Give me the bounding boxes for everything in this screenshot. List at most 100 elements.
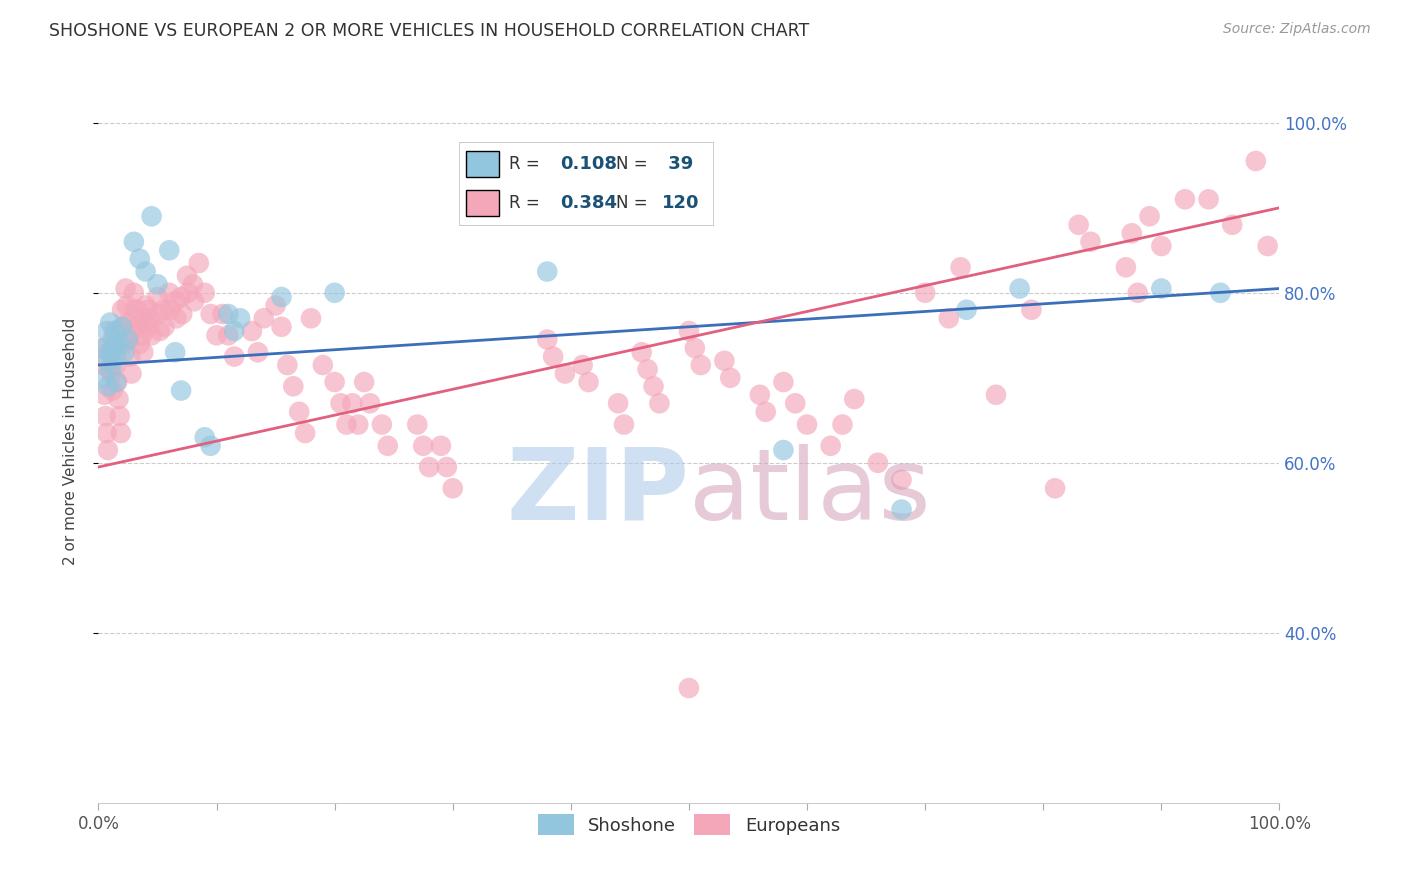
Point bbox=[122, 285, 145, 300]
Point bbox=[643, 379, 665, 393]
Point bbox=[914, 285, 936, 300]
Point bbox=[347, 417, 370, 432]
Point bbox=[678, 681, 700, 695]
Point bbox=[125, 319, 148, 334]
Point bbox=[159, 302, 181, 317]
Point bbox=[294, 425, 316, 440]
Point bbox=[139, 311, 162, 326]
Point bbox=[224, 324, 246, 338]
Point bbox=[114, 281, 136, 295]
Point bbox=[128, 319, 150, 334]
Point bbox=[152, 302, 174, 317]
Point bbox=[121, 367, 143, 381]
Point bbox=[111, 302, 134, 317]
Point bbox=[1043, 481, 1066, 495]
Point bbox=[541, 350, 564, 364]
Point bbox=[105, 324, 128, 338]
Point bbox=[430, 439, 453, 453]
Point bbox=[96, 324, 118, 338]
Point bbox=[613, 417, 636, 432]
Point bbox=[105, 375, 128, 389]
Point bbox=[117, 333, 139, 347]
Point bbox=[136, 302, 159, 317]
Point bbox=[938, 311, 960, 326]
Point bbox=[536, 264, 558, 278]
Point bbox=[377, 439, 399, 453]
Point bbox=[406, 417, 429, 432]
Point bbox=[170, 290, 193, 304]
Point bbox=[844, 392, 866, 406]
Point bbox=[97, 353, 120, 368]
Point bbox=[101, 384, 124, 398]
Point bbox=[93, 341, 115, 355]
Point bbox=[187, 256, 209, 270]
Point bbox=[288, 405, 311, 419]
Point bbox=[412, 439, 434, 453]
Point bbox=[1115, 260, 1137, 275]
Point bbox=[1209, 285, 1232, 300]
Point bbox=[205, 328, 228, 343]
Point bbox=[146, 290, 169, 304]
Point bbox=[103, 341, 125, 355]
Point bbox=[124, 302, 146, 317]
Point bbox=[172, 307, 194, 321]
Point bbox=[607, 396, 630, 410]
Point bbox=[138, 319, 160, 334]
Point bbox=[253, 311, 276, 326]
Point bbox=[200, 307, 222, 321]
Point bbox=[170, 384, 193, 398]
Text: atlas: atlas bbox=[689, 443, 931, 541]
Point bbox=[955, 302, 977, 317]
Point bbox=[194, 430, 217, 444]
Point bbox=[246, 345, 269, 359]
Point bbox=[146, 277, 169, 292]
Point bbox=[270, 319, 292, 334]
Point bbox=[112, 336, 135, 351]
Point bbox=[157, 244, 180, 258]
Point bbox=[141, 328, 163, 343]
Point bbox=[141, 209, 163, 223]
Point bbox=[796, 417, 818, 432]
Point bbox=[1220, 218, 1243, 232]
Point bbox=[359, 396, 381, 410]
Point bbox=[112, 345, 135, 359]
Point bbox=[98, 345, 121, 359]
Point bbox=[1126, 285, 1149, 300]
Point bbox=[112, 319, 135, 334]
Point bbox=[1008, 281, 1031, 295]
Point bbox=[93, 371, 115, 385]
Point bbox=[165, 311, 187, 326]
Point bbox=[353, 375, 375, 389]
Point bbox=[105, 350, 128, 364]
Point bbox=[177, 285, 200, 300]
Point bbox=[678, 324, 700, 338]
Point bbox=[183, 294, 205, 309]
Point bbox=[637, 362, 659, 376]
Point bbox=[94, 409, 117, 423]
Point bbox=[127, 302, 149, 317]
Point bbox=[101, 358, 124, 372]
Point bbox=[270, 290, 292, 304]
Point bbox=[578, 375, 600, 389]
Point bbox=[785, 396, 807, 410]
Point bbox=[103, 324, 125, 338]
Point bbox=[329, 396, 352, 410]
Point bbox=[683, 341, 706, 355]
Point bbox=[98, 362, 121, 376]
Point bbox=[128, 336, 150, 351]
Point bbox=[283, 379, 305, 393]
Point bbox=[554, 367, 576, 381]
Point bbox=[120, 350, 142, 364]
Text: Source: ZipAtlas.com: Source: ZipAtlas.com bbox=[1223, 22, 1371, 37]
Text: ZIP: ZIP bbox=[506, 443, 689, 541]
Point bbox=[91, 358, 114, 372]
Point bbox=[135, 299, 157, 313]
Point bbox=[96, 425, 118, 440]
Point bbox=[1150, 281, 1173, 295]
Point bbox=[181, 277, 204, 292]
Point bbox=[91, 341, 114, 355]
Point bbox=[323, 285, 346, 300]
Point bbox=[335, 417, 357, 432]
Point bbox=[820, 439, 842, 453]
Point bbox=[713, 353, 735, 368]
